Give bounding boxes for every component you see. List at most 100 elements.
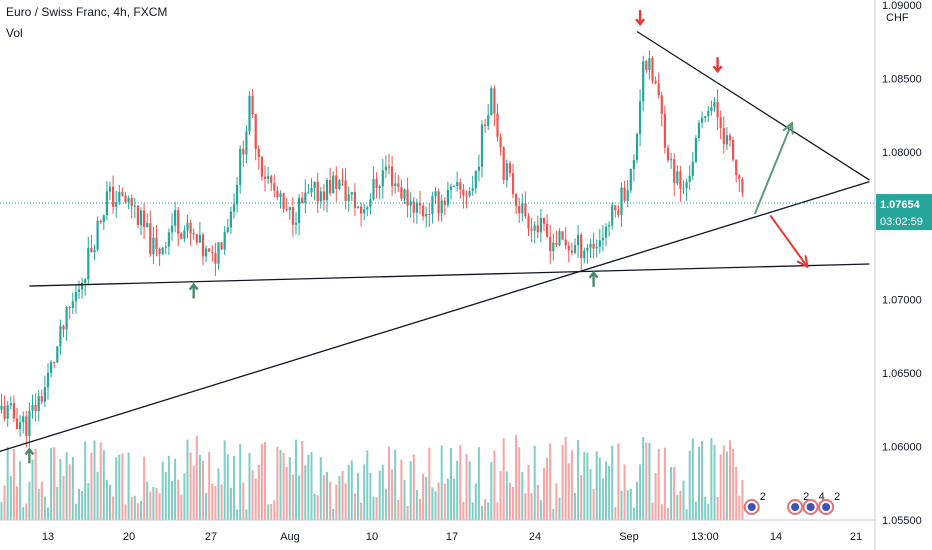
candle-body [338, 180, 341, 190]
volume-bar [152, 486, 155, 520]
volume-bar [481, 505, 483, 520]
volume-bar [313, 493, 316, 520]
candle-body [322, 191, 325, 201]
volume-bar [335, 484, 338, 520]
volume-bar [273, 500, 276, 520]
candle-body [732, 140, 735, 160]
x-tick-label: 10 [366, 531, 378, 543]
volume-bar [229, 487, 232, 520]
volume-bar [403, 479, 406, 520]
bar-countdown: 03:02:59 [880, 216, 923, 228]
volume-bar [50, 448, 53, 520]
volume-bar [276, 446, 279, 520]
candle-body [725, 135, 728, 145]
candle-body [617, 210, 620, 216]
candle-body [632, 159, 635, 169]
volume-bar [288, 457, 291, 520]
volume-bar [146, 481, 149, 520]
candle-body [372, 179, 375, 200]
candle-body [533, 225, 536, 231]
candle-body [99, 220, 102, 223]
candle-body [474, 170, 477, 189]
candle-body [635, 134, 639, 160]
volume-bar [660, 504, 663, 520]
candle-body [279, 193, 282, 198]
candle-body [459, 182, 462, 190]
arrow-up-marker-icon [24, 447, 35, 464]
volume-bar [459, 444, 462, 520]
candle-body [115, 202, 118, 207]
volume-bar [484, 498, 487, 520]
volume-bar [319, 457, 322, 520]
candle-body [623, 187, 626, 201]
candle-body [124, 195, 127, 203]
volume-bar [595, 451, 598, 520]
volume-bar [242, 482, 245, 520]
candle-body [46, 372, 50, 388]
volume-bar [428, 447, 431, 520]
volume-bar [524, 493, 527, 520]
volume-bar [453, 478, 456, 520]
candle-body [722, 128, 725, 145]
candle-body [313, 181, 316, 188]
volume-label: Vol [6, 26, 23, 40]
event-badge-count: 2 [760, 491, 766, 503]
candle-body [192, 233, 195, 235]
candle-body [549, 236, 552, 252]
volume-bar [406, 506, 409, 520]
candle-body [465, 195, 468, 197]
volume-bar [220, 484, 223, 520]
candle-body [211, 251, 214, 254]
candle-body [294, 222, 298, 225]
candle-body [629, 168, 632, 191]
volume-bar [366, 450, 369, 520]
volume-bar [282, 452, 285, 520]
candle-body [177, 210, 180, 234]
x-tick-label: Sep [619, 531, 639, 543]
volume-bar [384, 488, 387, 520]
candle-body [335, 175, 338, 190]
candle-body [449, 186, 453, 190]
volume-bar [533, 445, 536, 520]
volume-bar [738, 495, 741, 520]
volume-bar [735, 466, 738, 520]
volume-bar [391, 469, 394, 520]
candle-body [515, 194, 518, 207]
volume-bar [589, 469, 592, 520]
candle-body [521, 203, 524, 214]
last-price-value: 1.07654 [880, 199, 921, 211]
candle-body [453, 185, 456, 187]
candle-body [127, 198, 130, 203]
volume-bar [496, 502, 499, 520]
event-badge-count: 2 [803, 491, 809, 503]
volume-bar [614, 507, 617, 520]
volume-bar [112, 496, 115, 520]
volume-bar [642, 437, 645, 520]
volume-bar [688, 450, 691, 520]
volume-bar [143, 456, 146, 520]
candle-body [524, 203, 527, 217]
candle-body [490, 88, 493, 116]
volume-bar [741, 480, 744, 520]
volume-bar [512, 487, 514, 520]
volume-bar [639, 464, 642, 520]
candle-body [648, 58, 651, 70]
volume-bar [304, 465, 307, 520]
volume-bars [0, 435, 744, 520]
volume-bar [670, 466, 673, 520]
candle-body [728, 135, 732, 141]
volume-bar [360, 502, 363, 520]
volume-bar [549, 443, 552, 520]
candle-body [462, 189, 465, 196]
economic-event-badge: 2 [743, 491, 766, 515]
candle-body [239, 148, 242, 185]
candle-body [542, 217, 546, 224]
candle-body [704, 116, 707, 118]
volume-bar [161, 461, 164, 520]
volume-bar [198, 455, 201, 520]
x-tick-label: Aug [280, 531, 300, 543]
volume-bar [412, 454, 415, 520]
volume-bar [487, 502, 490, 520]
volume-bar [685, 509, 688, 520]
